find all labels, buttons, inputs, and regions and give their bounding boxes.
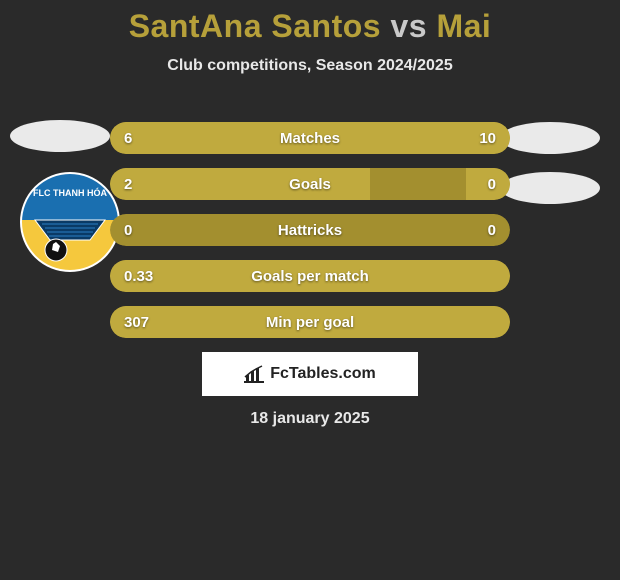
stat-value-right: 0 bbox=[488, 176, 496, 193]
stat-row: 6Matches10 bbox=[110, 122, 510, 154]
stat-row: 0Hattricks0 bbox=[110, 214, 510, 246]
vs-text: vs bbox=[390, 8, 427, 44]
avatar-placeholder bbox=[10, 120, 110, 152]
stat-label: Goals bbox=[110, 176, 510, 193]
stat-value-right: 0 bbox=[488, 222, 496, 239]
stat-label: Hattricks bbox=[110, 222, 510, 239]
player2-name: Mai bbox=[436, 8, 491, 44]
chart-icon bbox=[244, 365, 264, 383]
stat-row: 2Goals0 bbox=[110, 168, 510, 200]
stat-label: Matches bbox=[110, 130, 510, 147]
stat-row: 307Min per goal bbox=[110, 306, 510, 338]
badge-graphic bbox=[20, 172, 120, 272]
avatar-placeholder bbox=[500, 122, 600, 154]
attribution-box: FcTables.com bbox=[202, 352, 418, 396]
stat-row: 0.33Goals per match bbox=[110, 260, 510, 292]
avatar-placeholder bbox=[500, 172, 600, 204]
player1-name: SantAna Santos bbox=[129, 8, 381, 44]
club-badge: FLC THANH HÓA bbox=[20, 172, 120, 272]
date-text: 18 january 2025 bbox=[0, 410, 620, 428]
attribution-text: FcTables.com bbox=[270, 365, 376, 383]
stat-label: Goals per match bbox=[110, 268, 510, 285]
stat-rows: 6Matches102Goals00Hattricks00.33Goals pe… bbox=[110, 122, 510, 352]
stat-value-right: 10 bbox=[479, 130, 496, 147]
comparison-title: SantAna Santos vs Mai bbox=[0, 0, 620, 45]
subtitle: Club competitions, Season 2024/2025 bbox=[0, 57, 620, 75]
stat-label: Min per goal bbox=[110, 314, 510, 331]
